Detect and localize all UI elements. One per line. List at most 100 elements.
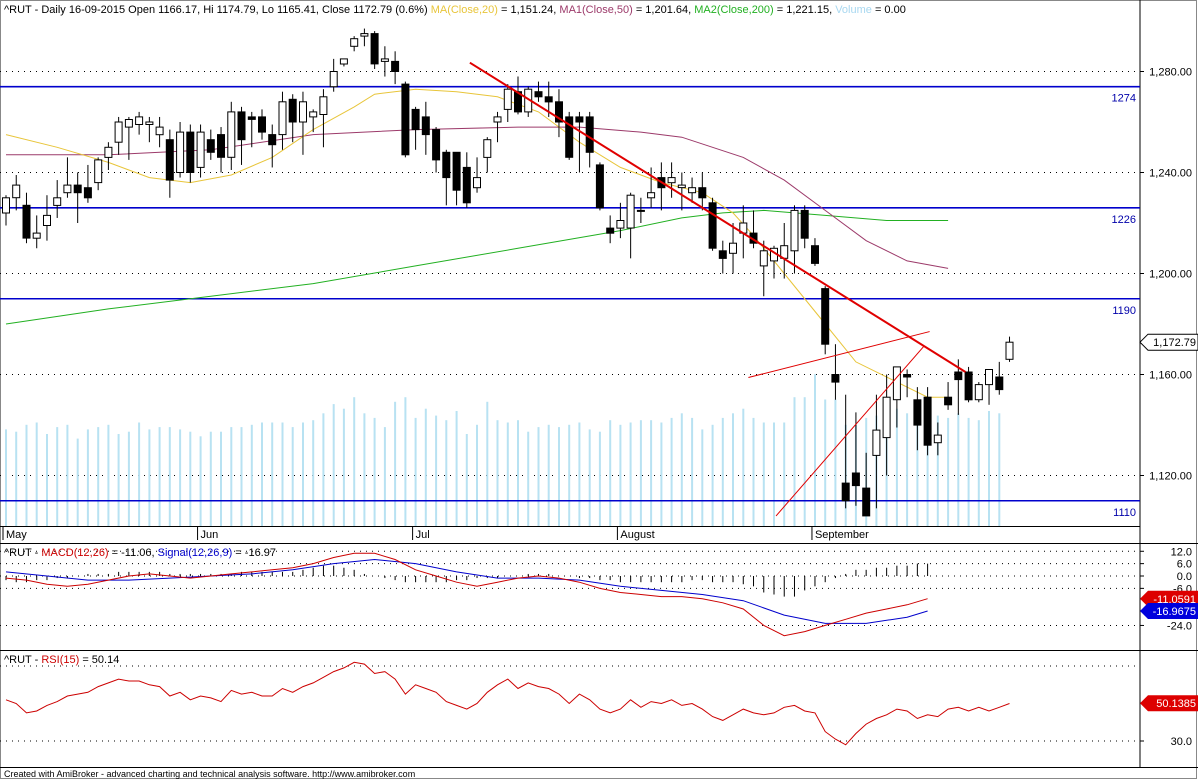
candle-body-49 [503, 88, 512, 110]
candle-body-87 [892, 366, 901, 401]
candle-83 [851, 412, 860, 506]
candle-body-18 [186, 131, 195, 174]
candle-body-98 [1005, 341, 1014, 360]
volume-bar-71 [732, 413, 734, 526]
month-label-3: August [620, 529, 654, 541]
candle-body-86 [882, 396, 891, 439]
candle-body-7 [73, 184, 82, 194]
candle-31 [319, 89, 328, 148]
candle-body-9 [94, 159, 103, 184]
candle-62 [636, 197, 645, 223]
candle-body-57 [585, 116, 594, 153]
volume-bar-66 [680, 413, 683, 526]
candle-92 [944, 382, 953, 410]
level-label-1190: 1190 [1112, 305, 1136, 317]
candle-81 [831, 344, 840, 400]
volume-bar-37 [383, 427, 386, 526]
candle-body-25 [258, 116, 266, 133]
volume-bar-49 [506, 422, 509, 526]
volume-bar-39 [404, 397, 407, 526]
trendline-2 [775, 346, 924, 517]
volume-bar-80 [824, 399, 827, 526]
candle-body-19 [196, 131, 205, 168]
candle-body-32 [329, 71, 338, 88]
candle-body-38 [391, 60, 400, 73]
candle-43 [442, 149, 451, 206]
candle-body-34 [350, 38, 359, 47]
volume-bar-42 [435, 415, 438, 526]
volume-bar-26 [271, 422, 274, 526]
volume-bar-10 [107, 424, 110, 526]
candle-body-33 [339, 58, 348, 65]
volume-bar-19 [199, 436, 202, 526]
candle-19 [196, 124, 205, 178]
volume-bar-52 [537, 427, 540, 526]
candle-body-44 [452, 151, 461, 191]
candle-body-45 [462, 166, 471, 204]
volume-bar-8 [86, 429, 89, 526]
candle-body-77 [790, 209, 799, 252]
rsi-last-value-box [1140, 695, 1198, 712]
candle-21 [217, 127, 225, 173]
volume-bar-31 [322, 413, 325, 526]
candle-22 [227, 101, 236, 170]
volume-bar-3 [35, 422, 38, 526]
candle-body-36 [370, 33, 379, 65]
candle-84 [862, 452, 871, 517]
macd-title-part-3: Signal(12,26,9) [158, 547, 233, 559]
candle-body-55 [565, 116, 574, 158]
volume-bar-56 [578, 422, 581, 526]
volume-bar-69 [711, 424, 714, 526]
candle-body-63 [647, 192, 656, 199]
macd-title-part-2: = -11.06, [109, 547, 158, 559]
volume-bar-79 [814, 374, 816, 526]
volume-bar-5 [56, 427, 59, 526]
volume-bar-70 [721, 417, 724, 526]
volume-bar-46 [476, 424, 478, 526]
macd-ytick-label-0: 12.0 [1171, 546, 1192, 558]
candle-59 [606, 215, 615, 244]
candle-body-26 [268, 134, 277, 146]
volume-bar-94 [967, 417, 970, 526]
price-last-value: 1,172.79 [1153, 337, 1196, 349]
candle-body-0 [2, 197, 10, 214]
candle-body-17 [176, 131, 185, 174]
candle-40 [411, 106, 420, 150]
candle-16 [165, 129, 174, 198]
trendline-0 [469, 61, 967, 373]
candle-body-81 [831, 374, 840, 383]
candle-body-74 [759, 250, 768, 267]
candle-60 [616, 202, 625, 239]
candle-91 [933, 422, 942, 456]
candle-body-96 [985, 369, 993, 386]
rsi-line [5, 661, 1010, 746]
volume-bar-34 [353, 397, 356, 526]
volume-bar-73 [752, 417, 755, 526]
candle-37 [380, 46, 389, 77]
volume-bar-64 [660, 422, 663, 526]
volume-bar-76 [783, 422, 786, 526]
candle-66 [677, 172, 686, 211]
price-ytick-label-3: 1,240.00 [1149, 168, 1192, 180]
candle-42 [432, 127, 441, 173]
macd-last-value-box [1140, 590, 1198, 607]
candle-25 [258, 109, 266, 140]
candle-80 [821, 286, 830, 355]
volume-bar-44 [455, 411, 458, 526]
candle-48 [493, 111, 502, 143]
candle-56 [575, 111, 584, 173]
candle-body-90 [923, 396, 932, 446]
volume-bar-43 [445, 420, 448, 526]
candle-body-83 [851, 472, 860, 487]
volume-bar-90 [926, 422, 929, 526]
volume-bar-53 [547, 424, 550, 526]
candle-body-35 [360, 33, 369, 37]
month-label-2: Jul [416, 529, 430, 541]
volume-bar-13 [138, 422, 141, 526]
candle-4 [43, 195, 51, 241]
volume-bar-50 [517, 420, 519, 526]
volume-bar-24 [250, 424, 253, 526]
volume-bar-25 [261, 422, 263, 526]
candle-body-91 [933, 434, 942, 444]
